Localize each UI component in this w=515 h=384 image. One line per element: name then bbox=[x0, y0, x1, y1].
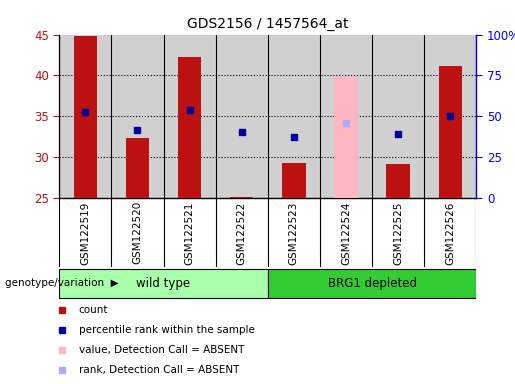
Bar bbox=[268, 35, 320, 198]
Text: GSM122523: GSM122523 bbox=[289, 201, 299, 265]
Bar bbox=[320, 35, 372, 198]
Text: genotype/variation  ▶: genotype/variation ▶ bbox=[5, 278, 119, 288]
Text: GSM122519: GSM122519 bbox=[80, 201, 90, 265]
Bar bbox=[439, 66, 462, 198]
Text: rank, Detection Call = ABSENT: rank, Detection Call = ABSENT bbox=[79, 365, 239, 375]
Bar bbox=[230, 197, 253, 198]
Bar bbox=[163, 35, 216, 198]
Bar bbox=[386, 164, 410, 198]
Text: wild type: wild type bbox=[136, 277, 191, 290]
Text: GSM122521: GSM122521 bbox=[184, 201, 195, 265]
Bar bbox=[282, 163, 305, 198]
Bar bbox=[268, 268, 476, 298]
Bar bbox=[372, 35, 424, 198]
Text: BRG1 depleted: BRG1 depleted bbox=[328, 277, 417, 290]
Bar bbox=[59, 35, 111, 198]
Bar bbox=[424, 35, 476, 198]
Bar bbox=[59, 268, 268, 298]
Text: GSM122520: GSM122520 bbox=[132, 201, 143, 265]
Text: GSM122526: GSM122526 bbox=[445, 201, 455, 265]
Text: GSM122525: GSM122525 bbox=[393, 201, 403, 265]
Text: GSM122524: GSM122524 bbox=[341, 201, 351, 265]
Text: value, Detection Call = ABSENT: value, Detection Call = ABSENT bbox=[79, 345, 244, 355]
Title: GDS2156 / 1457564_at: GDS2156 / 1457564_at bbox=[187, 17, 349, 31]
Bar bbox=[178, 56, 201, 198]
Text: GSM122522: GSM122522 bbox=[237, 201, 247, 265]
Text: count: count bbox=[79, 305, 108, 314]
Bar bbox=[216, 35, 268, 198]
Bar bbox=[111, 35, 163, 198]
Bar bbox=[126, 138, 149, 198]
Bar bbox=[74, 36, 97, 198]
Text: percentile rank within the sample: percentile rank within the sample bbox=[79, 325, 255, 335]
Bar bbox=[334, 77, 358, 198]
